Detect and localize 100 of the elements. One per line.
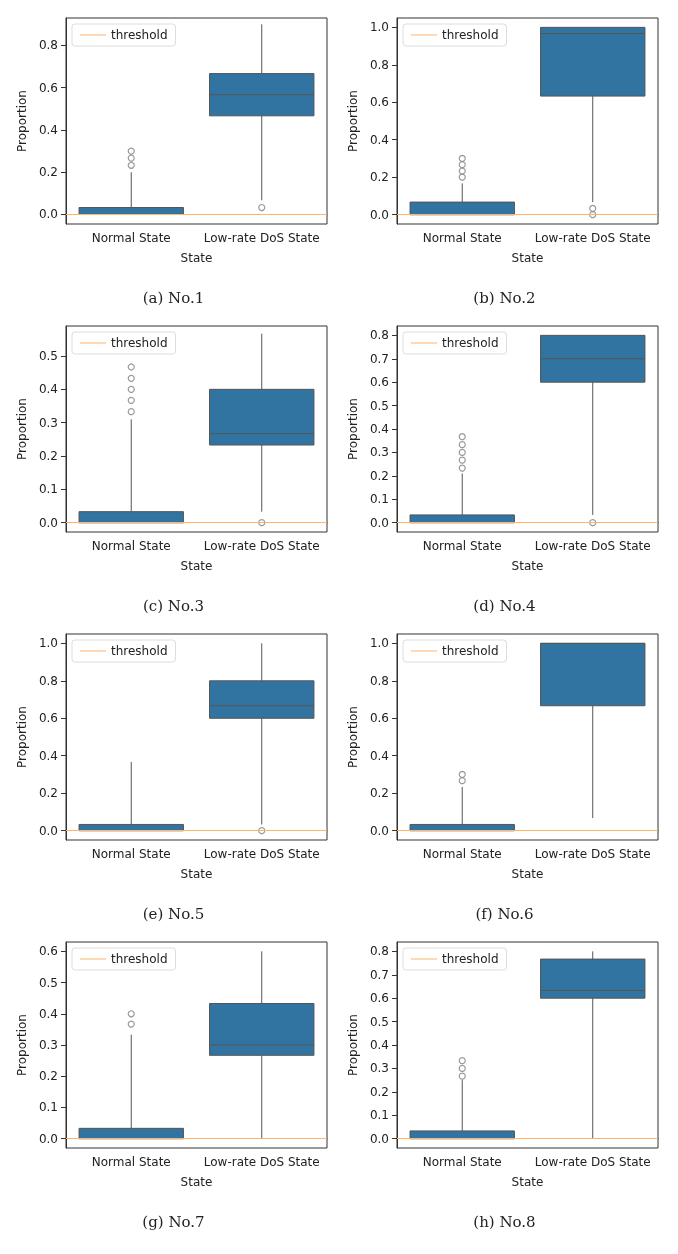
y-tick-label: 0.5 xyxy=(38,349,58,363)
x-tick-label: Normal State xyxy=(422,847,502,861)
legend-label: threshold xyxy=(111,28,168,42)
x-tick-label: Low-rate DoS State xyxy=(534,539,651,553)
y-tick-label: 0.1 xyxy=(38,482,58,497)
y-tick-label: 0.3 xyxy=(38,1038,58,1052)
y-tick-label: 0.4 xyxy=(38,1006,58,1021)
y-tick-label: 0.1 xyxy=(369,492,389,507)
x-tick-label: Low-rate DoS State xyxy=(203,847,320,861)
x-axis-title: State xyxy=(511,1175,544,1189)
legend-label: threshold xyxy=(442,336,499,350)
x-axis-title: State xyxy=(180,559,213,573)
y-tick-label: 0.4 xyxy=(369,1038,389,1052)
y-tick-label: 0.2 xyxy=(38,786,58,801)
x-axis-title: State xyxy=(511,559,544,573)
y-tick-label: 0.4 xyxy=(38,122,58,137)
y-tick-label: 0.2 xyxy=(369,468,389,483)
y-axis-title: Proportion xyxy=(346,706,360,768)
y-tick-label: 0.2 xyxy=(369,1084,389,1099)
y-tick-label: 0.0 xyxy=(38,515,58,530)
x-tick-label: Normal State xyxy=(91,1155,171,1169)
y-tick-label: 0.4 xyxy=(369,132,389,147)
legend-label: threshold xyxy=(442,952,499,966)
x-tick-label: Normal State xyxy=(91,539,171,553)
text: (c) No.3 xyxy=(142,596,205,615)
legend-label: threshold xyxy=(111,336,168,350)
y-tick-label: 0.2 xyxy=(38,1069,58,1084)
y-axis-title: Proportion xyxy=(15,706,29,768)
y-tick-label: 0.0 xyxy=(38,207,58,222)
x-tick-label: Low-rate DoS State xyxy=(203,231,320,245)
y-axis-title: Proportion xyxy=(346,398,360,460)
y-tick-label: 0.6 xyxy=(38,80,58,95)
text: (b) No.2 xyxy=(473,288,536,307)
y-tick-label: 0.6 xyxy=(38,711,58,726)
y-tick-label: 0.8 xyxy=(38,673,58,688)
y-tick-label: 0.2 xyxy=(38,165,58,180)
x-tick-label: Low-rate DoS State xyxy=(203,539,320,553)
y-tick-label: 0.4 xyxy=(38,382,58,397)
y-tick-label: 0.1 xyxy=(369,1108,389,1123)
y-tick-label: 0.6 xyxy=(369,95,389,110)
y-tick-label: 0.0 xyxy=(38,1131,58,1146)
y-tick-label: 0.5 xyxy=(369,1014,389,1029)
legend-label: threshold xyxy=(442,28,499,42)
legend-label: threshold xyxy=(442,644,499,658)
x-tick-label: Normal State xyxy=(91,847,171,861)
x-axis-title: State xyxy=(180,1175,213,1189)
y-tick-label: 0.6 xyxy=(369,711,389,726)
y-tick-label: 0.8 xyxy=(369,673,389,688)
y-tick-label: 0.6 xyxy=(369,991,389,1006)
y-tick-label: 0.8 xyxy=(369,328,389,343)
y-tick-label: 0.6 xyxy=(369,375,389,390)
text: (h) No.8 xyxy=(473,1212,536,1231)
text: (g) No.7 xyxy=(142,1212,205,1231)
text: (e) No.5 xyxy=(142,904,205,923)
x-tick-label: Normal State xyxy=(422,539,502,553)
y-tick-label: 0.0 xyxy=(369,823,389,838)
x-axis-title: State xyxy=(511,867,544,881)
x-axis-title: State xyxy=(511,251,544,265)
y-tick-label: 0.4 xyxy=(369,748,389,763)
y-tick-label: 0.0 xyxy=(38,823,58,838)
y-tick-label: 0.3 xyxy=(369,1061,389,1076)
text: (f) No.6 xyxy=(475,904,534,923)
y-tick-label: 0.0 xyxy=(369,207,389,222)
y-tick-label: 0.2 xyxy=(369,786,389,801)
y-axis-title: Proportion xyxy=(346,90,360,152)
x-tick-label: Low-rate DoS State xyxy=(534,1155,651,1169)
y-tick-label: 1.0 xyxy=(38,636,58,651)
y-tick-label: 0.8 xyxy=(369,57,389,72)
y-tick-label: 0.4 xyxy=(38,748,58,763)
x-tick-label: Normal State xyxy=(91,231,171,245)
y-tick-label: 0.0 xyxy=(369,1131,389,1146)
y-tick-label: 0.3 xyxy=(369,445,389,460)
y-tick-label: 0.3 xyxy=(38,415,58,430)
y-tick-label: 0.5 xyxy=(369,398,389,413)
x-tick-label: Normal State xyxy=(422,1155,502,1169)
x-axis-title: State xyxy=(180,867,213,881)
y-tick-label: 0.6 xyxy=(38,944,58,959)
y-tick-label: 0.7 xyxy=(369,967,389,982)
y-tick-label: 0.7 xyxy=(369,351,389,366)
y-tick-label: 0.2 xyxy=(369,170,389,185)
legend-label: threshold xyxy=(111,952,168,966)
x-tick-label: Low-rate DoS State xyxy=(203,1155,320,1169)
y-axis-title: Proportion xyxy=(15,1014,29,1076)
y-tick-label: 0.8 xyxy=(38,38,58,53)
legend-label: threshold xyxy=(111,644,168,658)
y-tick-label: 0.2 xyxy=(38,449,58,463)
x-tick-label: Low-rate DoS State xyxy=(534,231,651,245)
text: (a) No.1 xyxy=(142,288,205,307)
y-axis-title: Proportion xyxy=(15,398,29,460)
text: (d) No.4 xyxy=(473,596,536,615)
x-tick-label: Normal State xyxy=(422,231,502,245)
y-tick-label: 1.0 xyxy=(369,20,389,35)
y-tick-label: 0.8 xyxy=(369,944,389,959)
y-tick-label: 0.5 xyxy=(38,975,58,990)
y-tick-label: 0.1 xyxy=(38,1100,58,1115)
y-tick-label: 0.0 xyxy=(369,515,389,530)
x-tick-label: Low-rate DoS State xyxy=(534,847,651,861)
y-axis-title: Proportion xyxy=(15,90,29,152)
x-axis-title: State xyxy=(180,251,213,265)
y-tick-label: 0.4 xyxy=(369,422,389,436)
